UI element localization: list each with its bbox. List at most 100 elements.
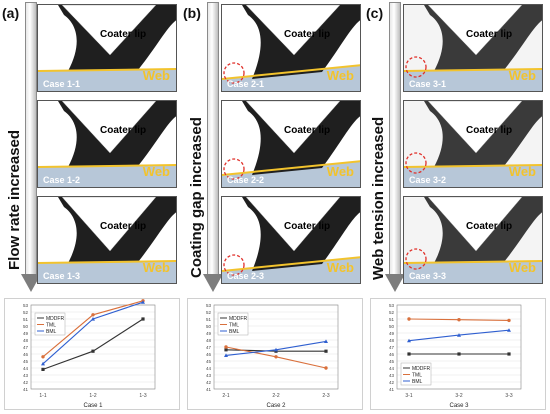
web-substrate	[222, 161, 360, 187]
data-point	[407, 317, 411, 321]
data-point	[457, 333, 461, 337]
plot-area	[30, 304, 156, 390]
y-tick-label: 52	[23, 310, 29, 315]
y-tick-label: 50	[389, 324, 395, 329]
y-tick-label: 42	[23, 380, 29, 385]
y-tick-label: 43	[389, 373, 395, 378]
y-tick-label: 47	[389, 345, 395, 350]
data-point	[91, 349, 95, 353]
y-tick-label: 42	[206, 380, 212, 385]
y-tick-label: 53	[206, 303, 212, 308]
data-point	[324, 366, 328, 370]
chart-case-3: 41 42 43 44 45 46 47 48 49 50 51 52 53 3-1 3-2 3-3 Case …	[370, 298, 546, 410]
legend-entry: MDDFR	[412, 366, 430, 372]
data-point	[41, 367, 45, 371]
y-tick-label: 49	[389, 331, 395, 336]
coater-lip-label: Coater lip	[284, 221, 331, 232]
coating-bead-image	[404, 197, 542, 283]
web-substrate	[404, 261, 542, 283]
web-substrate	[38, 69, 176, 91]
coating-bead-image	[404, 5, 542, 91]
web-line	[38, 68, 176, 72]
coater-lip-label: Coater lip	[100, 221, 147, 232]
coating-bead-image	[38, 197, 176, 283]
x-tick-label: 1-1	[39, 393, 46, 399]
data-point	[274, 347, 278, 352]
y-tick-label: 46	[206, 352, 212, 357]
x-tick-label: 1-2	[89, 393, 96, 399]
web-label: Web	[142, 260, 170, 275]
coater-lip-shape	[61, 101, 157, 154]
y-tick-label: 45	[389, 359, 395, 364]
y-tick-label: 50	[23, 324, 29, 329]
web-label: Web	[142, 68, 170, 83]
web-substrate	[404, 69, 542, 91]
coating-frame: Coater lip Web Case 1-2	[37, 100, 177, 188]
legend-entry: TML	[412, 372, 422, 378]
y-tick-label: 49	[206, 331, 212, 336]
web-line	[404, 164, 542, 168]
y-tick-label: 53	[389, 303, 395, 308]
coater-lip-label: Coater lip	[284, 125, 331, 136]
data-point	[91, 313, 95, 317]
legend-entry: TML	[46, 322, 56, 328]
data-point	[507, 352, 511, 356]
legend-entry: BML	[412, 379, 423, 385]
data-point	[91, 317, 95, 321]
contact-line-marker	[223, 62, 245, 84]
x-axis-label: Case 3	[449, 403, 469, 409]
data-point	[224, 345, 228, 349]
web-label: Web	[508, 164, 536, 179]
arrow-down-icon	[385, 2, 405, 294]
web-substrate	[38, 261, 176, 283]
y-tick-label: 46	[23, 352, 29, 357]
coater-lip-shape	[61, 197, 157, 252]
y-tick-label: 50	[206, 324, 212, 329]
y-tick-label: 44	[23, 366, 29, 371]
web-line	[222, 64, 360, 80]
coater-lip-label: Coater lip	[466, 221, 513, 232]
y-tick-label: 43	[23, 373, 29, 378]
coater-lip-label: Coater lip	[466, 29, 513, 40]
web-line	[404, 68, 542, 72]
y-tick-label: 45	[23, 359, 29, 364]
y-tick-label: 51	[23, 317, 29, 322]
x-tick-label: 1-3	[139, 393, 146, 399]
data-point	[507, 328, 511, 332]
coating-bead-image	[38, 101, 176, 187]
y-tick-label: 48	[23, 338, 29, 343]
data-point	[457, 352, 461, 356]
coater-lip-label: Coater lip	[100, 29, 147, 40]
data-point	[41, 355, 45, 359]
coater-lip-shape	[427, 101, 523, 154]
y-tick-label: 51	[389, 317, 395, 322]
coater-lip-shape	[427, 197, 523, 252]
data-point	[141, 300, 145, 304]
case-label: Case 3-2	[409, 175, 447, 185]
web-substrate	[222, 65, 360, 91]
coating-bead-image	[38, 5, 176, 91]
coating-frame: Coater lip Web Case 2-2	[221, 100, 361, 188]
x-tick-label: 3-1	[405, 393, 412, 399]
case-label: Case 1-3	[43, 271, 81, 281]
coating-frame: Coater lip Web Case 2-3	[221, 196, 361, 284]
coating-bead-image	[222, 101, 360, 187]
arrow-down-icon	[21, 2, 41, 294]
y-tick-label: 41	[206, 387, 212, 392]
data-point	[224, 348, 228, 352]
coater-lip-shape	[427, 5, 523, 56]
y-tick-label: 47	[23, 345, 29, 350]
data-point	[507, 318, 511, 323]
coating-frame: Coater lip Web Case 1-1	[37, 4, 177, 92]
legend-entry: BML	[229, 329, 240, 335]
y-tick-label: 48	[389, 338, 395, 343]
web-substrate	[38, 165, 176, 187]
contact-line-marker	[405, 56, 427, 78]
web-label: Web	[326, 164, 354, 179]
web-label: Web	[508, 68, 536, 83]
case-label: Case 1-1	[43, 79, 81, 89]
coating-bead-image	[222, 5, 360, 91]
y-tick-label: 48	[206, 338, 212, 343]
data-point	[274, 355, 278, 359]
legend-entry: MDDFR	[229, 316, 247, 322]
